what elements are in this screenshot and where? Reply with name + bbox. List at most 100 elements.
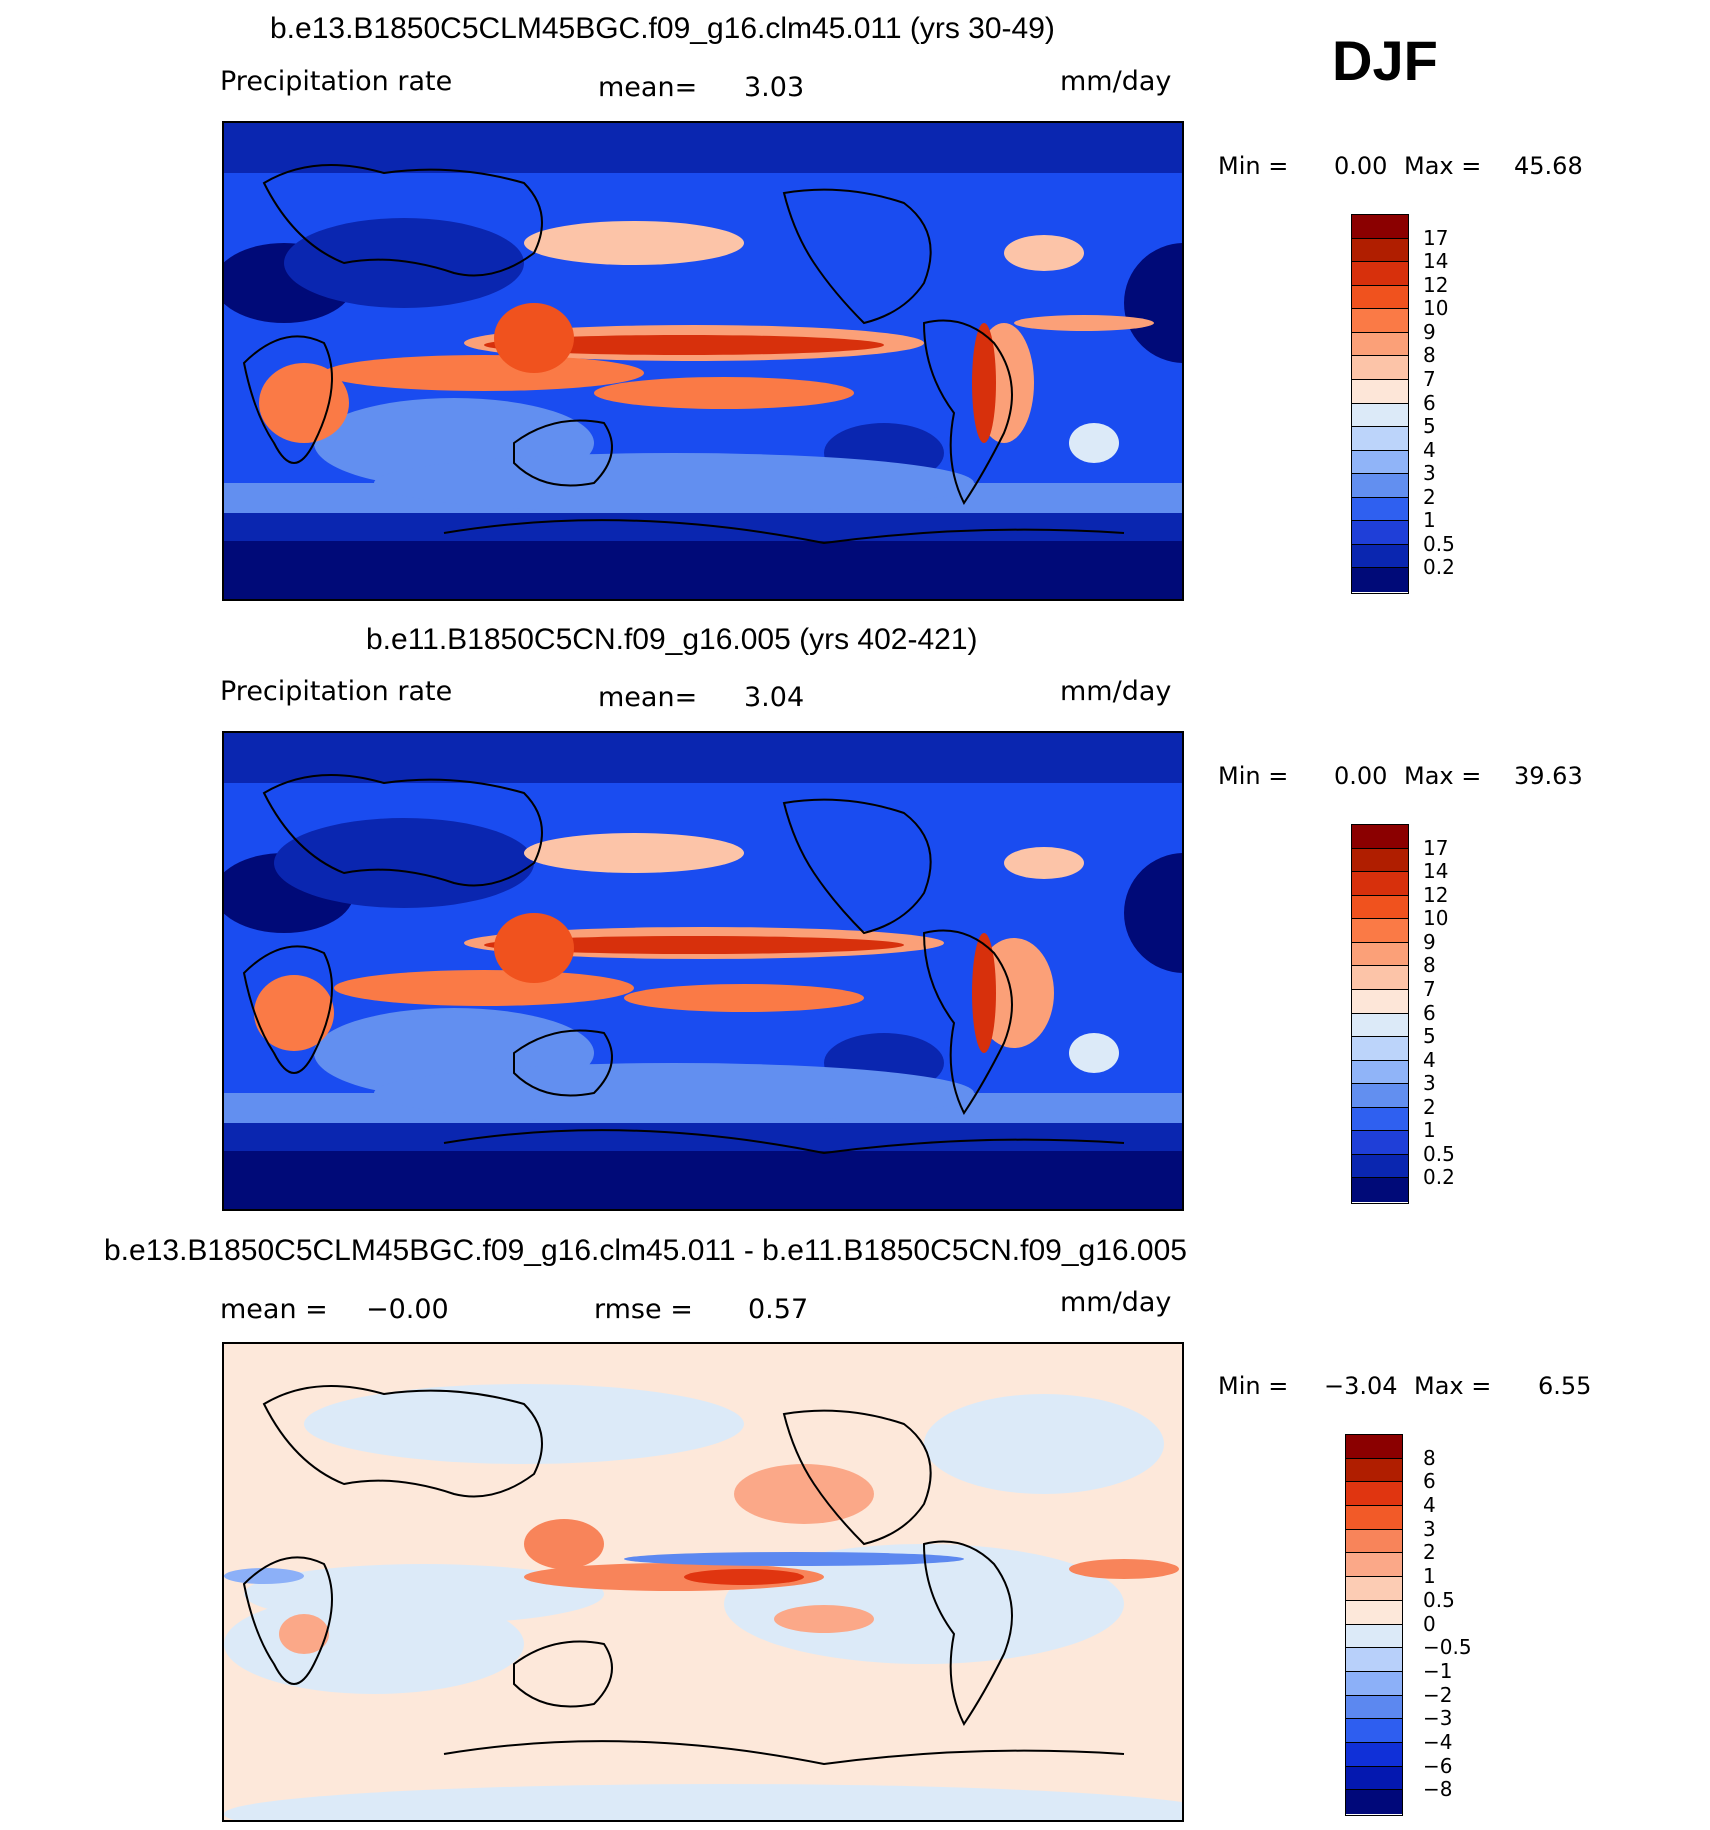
colorbar-tick-label: 8 <box>1423 953 1436 978</box>
colorbar-swatch <box>1352 238 1408 263</box>
panel-1-mean-value: 3.03 <box>744 72 805 103</box>
colorbar-tick-label: 9 <box>1423 319 1436 344</box>
colorbar-tick-label: −6 <box>1423 1753 1453 1778</box>
colorbar-tick-label: −8 <box>1423 1777 1453 1802</box>
panel-2-mean-value: 3.04 <box>744 682 805 713</box>
panel-2-title: b.e11.B1850C5CN.f09_g16.005 (yrs 402-421… <box>366 623 978 656</box>
colorbar-swatch <box>1352 427 1408 451</box>
colorbar-tick-label: 6 <box>1423 1469 1436 1494</box>
colorbar-swatch <box>1352 215 1408 239</box>
colorbar-swatch <box>1352 285 1408 310</box>
colorbar-tick-label: 1 <box>1423 508 1436 533</box>
panel-1-max-label: Max = <box>1404 152 1482 180</box>
colorbar-swatch <box>1346 1529 1402 1554</box>
panel-2-colorbar <box>1351 824 1409 1204</box>
colorbar-tick-label: 6 <box>1423 1000 1436 1025</box>
colorbar-tick-label: 12 <box>1423 882 1449 907</box>
colorbar-swatch <box>1352 379 1408 404</box>
panel-3-min-value: −3.04 <box>1324 1372 1398 1400</box>
colorbar-tick-label: 3 <box>1423 461 1436 486</box>
colorbar-swatch <box>1352 989 1408 1014</box>
colorbar-swatch <box>1346 1577 1402 1601</box>
colorbar-tick-label: 0 <box>1423 1611 1436 1636</box>
colorbar-swatch <box>1352 919 1408 943</box>
panel-3-rmse-label: rmse = <box>594 1294 693 1325</box>
colorbar-swatch <box>1346 1482 1402 1507</box>
panel-3-colorbar <box>1345 1434 1403 1816</box>
colorbar-tick-label: 1 <box>1423 1118 1436 1143</box>
colorbar-tick-label: 9 <box>1423 929 1436 954</box>
colorbar-tick-label: 4 <box>1423 437 1436 462</box>
colorbar-swatch <box>1352 1084 1408 1108</box>
colorbar-swatch <box>1352 332 1408 357</box>
colorbar-tick-label: 8 <box>1423 1445 1436 1470</box>
colorbar-swatch <box>1352 497 1408 522</box>
colorbar-tick-label: 3 <box>1423 1516 1436 1541</box>
panel-1-min-value: 0.00 <box>1334 152 1388 180</box>
colorbar-swatch <box>1346 1695 1402 1720</box>
colorbar-swatch <box>1346 1435 1402 1459</box>
panel-2-min-value: 0.00 <box>1334 762 1388 790</box>
panel-3-max-value: 6.55 <box>1538 1372 1592 1400</box>
colorbar-tick-label: −0.5 <box>1423 1635 1472 1660</box>
colorbar-swatch <box>1352 895 1408 920</box>
colorbar-tick-label: 0.5 <box>1423 1587 1455 1612</box>
colorbar-swatch <box>1352 872 1408 896</box>
colorbar-swatch <box>1352 1154 1408 1179</box>
colorbar-swatch <box>1352 848 1408 873</box>
colorbar-swatch <box>1346 1506 1402 1530</box>
colorbar-tick-label: 0.2 <box>1423 555 1455 580</box>
colorbar-swatch <box>1352 403 1408 428</box>
panel-2-max-label: Max = <box>1404 762 1482 790</box>
panel-2-min-label: Min = <box>1218 762 1289 790</box>
panel-3-max-label: Max = <box>1414 1372 1492 1400</box>
colorbar-swatch <box>1352 1178 1408 1202</box>
panel-1-variable-label: Precipitation rate <box>220 66 453 97</box>
colorbar-swatch <box>1352 450 1408 475</box>
colorbar-tick-label: 14 <box>1423 859 1449 884</box>
colorbar-tick-label: 4 <box>1423 1493 1436 1518</box>
panel-3-title: b.e13.B1850C5CLM45BGC.f09_g16.clm45.011 … <box>104 1234 1187 1267</box>
colorbar-tick-label: −1 <box>1423 1658 1453 1683</box>
colorbar-swatch <box>1346 1790 1402 1814</box>
colorbar-tick-label: −2 <box>1423 1682 1453 1707</box>
panel-3-units: mm/day <box>1060 1287 1172 1318</box>
colorbar-swatch <box>1352 1013 1408 1038</box>
panel-2-variable-label: Precipitation rate <box>220 676 453 707</box>
colorbar-swatch <box>1352 1060 1408 1085</box>
colorbar-tick-label: 6 <box>1423 390 1436 415</box>
panel-2-map <box>222 731 1184 1211</box>
colorbar-tick-label: 17 <box>1423 225 1449 250</box>
colorbar-swatch <box>1346 1671 1402 1696</box>
colorbar-swatch <box>1346 1553 1402 1578</box>
colorbar-tick-label: 7 <box>1423 366 1436 391</box>
colorbar-tick-label: 2 <box>1423 484 1436 509</box>
season-label: DJF <box>1332 29 1438 92</box>
colorbar-tick-label: 2 <box>1423 1540 1436 1565</box>
colorbar-tick-label: 4 <box>1423 1047 1436 1072</box>
colorbar-tick-label: 5 <box>1423 1024 1436 1049</box>
colorbar-swatch <box>1346 1719 1402 1743</box>
colorbar-swatch <box>1346 1766 1402 1791</box>
colorbar-tick-label: 3 <box>1423 1071 1436 1096</box>
colorbar-swatch <box>1346 1742 1402 1767</box>
panel-2-max-value: 39.63 <box>1514 762 1583 790</box>
colorbar-tick-label: 8 <box>1423 343 1436 368</box>
colorbar-swatch <box>1352 309 1408 333</box>
colorbar-tick-label: 7 <box>1423 976 1436 1001</box>
colorbar-tick-label: 5 <box>1423 414 1436 439</box>
colorbar-swatch <box>1346 1648 1402 1672</box>
colorbar-tick-label: −3 <box>1423 1706 1453 1731</box>
colorbar-swatch <box>1352 1107 1408 1132</box>
colorbar-tick-label: −4 <box>1423 1729 1453 1754</box>
colorbar-swatch <box>1352 966 1408 990</box>
panel-3-map <box>222 1342 1184 1822</box>
colorbar-swatch <box>1352 1037 1408 1061</box>
colorbar-swatch <box>1352 544 1408 569</box>
colorbar-tick-label: 2 <box>1423 1094 1436 1119</box>
colorbar-tick-label: 12 <box>1423 272 1449 297</box>
colorbar-swatch <box>1352 1131 1408 1155</box>
colorbar-swatch <box>1346 1624 1402 1649</box>
colorbar-swatch <box>1352 942 1408 967</box>
panel-1-map <box>222 121 1184 601</box>
